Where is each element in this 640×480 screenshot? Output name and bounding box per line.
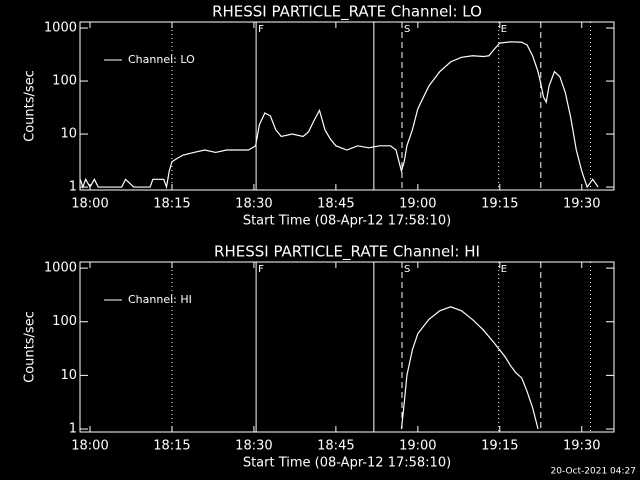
y-tick-label: 100 [52, 314, 77, 329]
x-tick-label: 19:00 [399, 197, 436, 212]
x-tick-label: 19:15 [481, 197, 518, 212]
chart-title: RHESSI PARTICLE_RATE Channel: LO [212, 3, 482, 22]
marker-label: S [404, 264, 410, 275]
data-line [400, 306, 539, 430]
x-tick-label: 18:30 [235, 439, 272, 454]
x-tick-label: 19:00 [399, 439, 436, 454]
data-line [80, 41, 599, 190]
x-axis-label: Start Time (08-Apr-12 17:58:10) [243, 456, 451, 471]
marker-label: S [404, 24, 410, 35]
y-tick-label: 1 [69, 180, 77, 195]
x-tick-label: 18:30 [235, 197, 272, 212]
y-axis-label: Counts/sec [23, 311, 38, 383]
plot-frame [79, 261, 615, 433]
y-tick-label: 1000 [44, 261, 77, 276]
x-tick-label: 19:30 [563, 197, 600, 212]
y-tick-label: 1 [69, 422, 77, 437]
x-tick-label: 19:15 [481, 439, 518, 454]
plot-frame [79, 21, 615, 191]
marker-label: F [258, 264, 264, 275]
legend-label: Channel: LO [128, 53, 195, 66]
y-tick-label: 100 [52, 74, 77, 89]
marker-label: E [501, 24, 507, 35]
marker-label: F [258, 24, 264, 35]
legend-label: Channel: HI [128, 293, 192, 306]
x-tick-label: 18:45 [317, 439, 354, 454]
x-tick-label: 19:30 [563, 439, 600, 454]
marker-label: E [501, 264, 507, 275]
y-tick-label: 1000 [44, 21, 77, 36]
x-axis-label: Start Time (08-Apr-12 17:58:10) [243, 214, 451, 229]
x-tick-label: 18:00 [71, 439, 108, 454]
x-tick-label: 18:15 [153, 439, 190, 454]
y-tick-label: 10 [60, 127, 77, 142]
chart-title: RHESSI PARTICLE_RATE Channel: HI [214, 243, 480, 262]
y-tick-label: 10 [60, 368, 77, 383]
x-tick-label: 18:45 [317, 197, 354, 212]
x-tick-label: 18:15 [153, 197, 190, 212]
x-tick-label: 18:00 [71, 197, 108, 212]
y-axis-label: Counts/sec [23, 70, 38, 142]
footer: 20-Oct-2021 04:27 [551, 467, 636, 477]
